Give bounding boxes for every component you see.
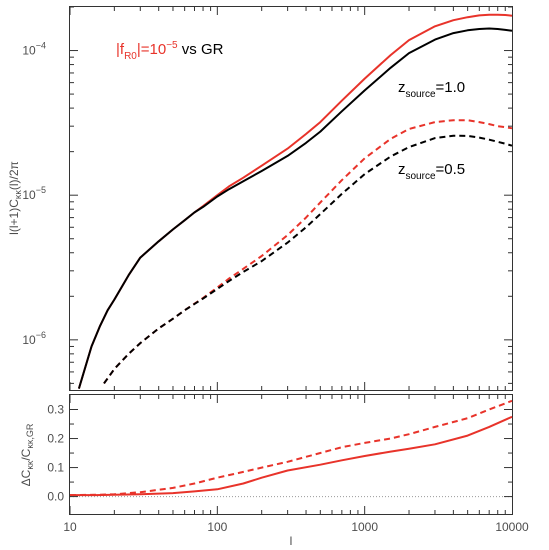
bottom-plot-frame [69,394,513,515]
top-series-group [77,13,513,389]
top-xtick-marks [69,7,506,390]
top-ytick-label: 10−6 [22,330,46,347]
bottom-series-group [69,399,513,498]
x-axis-label: l [290,534,293,548]
top-series-gr-dashed [103,134,513,384]
top-y-axis-label: l(l+1)Cκκ(l)/2π [7,161,23,235]
top-series-gr-solid [77,27,513,389]
top-ytick-label: 10−5 [22,185,46,202]
top-ytick-label: 10−4 [22,41,46,58]
bottom-panel: 0.00.10.20.3 10 100 1000 10000 ΔCκκ/Cκκ,GR … [19,394,529,548]
xtick-label-100: 100 [207,520,227,534]
legend-label: |fR0|=10−5 vs GR [116,40,224,62]
bottom-y-axis-label: ΔCκκ/Cκκ,GR [19,423,35,486]
top-panel: 10−6 10−5 10−4 l(l+1)Cκκ(l)/2π |fR0|=10−5 … [7,6,513,391]
top-ytick-group: 10−6 10−5 10−4 [22,6,512,384]
bottom-series-fr-solid [70,415,513,497]
top-series-fr-solid [77,13,513,389]
xtick-label-10: 10 [63,520,77,534]
bottom-ytick-label-0.0: 0.0 [47,490,64,504]
xtick-label-1000: 1000 [351,520,378,534]
bottom-ytick-group: 0.0 0.1 0.2 0.3 [47,403,512,504]
bottom-ytick-label-0.2: 0.2 [47,432,64,446]
bottom-series-fr-dashed [69,399,513,497]
bottom-ytick-label-0.1: 0.1 [47,461,64,475]
top-series-fr-dashed [103,119,513,384]
bottom-ytick-label-0.3: 0.3 [47,403,64,417]
bottom-xtick-group: 10 100 1000 10000 [63,395,529,534]
top-plot-frame [69,6,513,391]
annotation-zsource-0.5: zsource=0.5 [398,161,465,182]
annotation-zsource-1.0: zsource=1.0 [398,79,465,100]
xtick-label-10000: 10000 [495,520,529,534]
